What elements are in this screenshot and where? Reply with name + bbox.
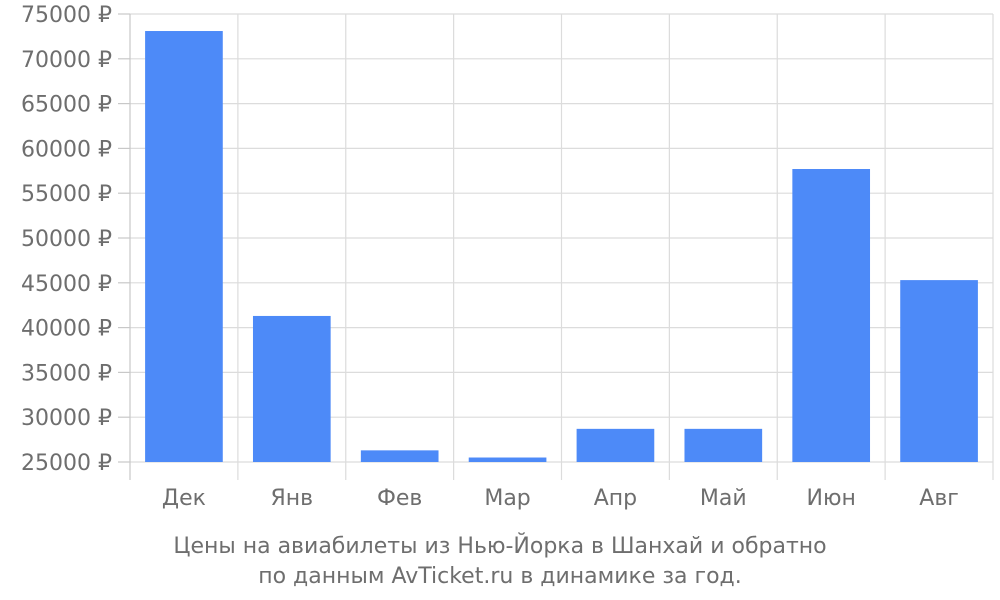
x-tick-label: Апр xyxy=(594,486,637,511)
caption-line-2: по данным AvTicket.ru в динамике за год. xyxy=(258,564,742,589)
x-tick-label: Янв xyxy=(270,486,313,511)
y-tick-label: 35000 ₽ xyxy=(21,361,112,386)
bar-Янв xyxy=(252,315,331,462)
bar-Фев xyxy=(360,450,439,462)
y-tick-label: 75000 ₽ xyxy=(21,3,112,28)
bar-Май xyxy=(684,428,763,462)
y-tick-label: 30000 ₽ xyxy=(21,406,112,431)
x-tick-label: Июн xyxy=(807,486,856,511)
y-axis-ticks: 25000 ₽ 30000 ₽ 35000 ₽ 40000 ₽ 45000 ₽ 50000… xyxy=(21,3,130,476)
y-tick-label: 40000 ₽ xyxy=(21,317,112,342)
y-tick-label: 45000 ₽ xyxy=(21,272,112,297)
bar-Апр xyxy=(576,428,655,462)
x-axis-ticks: Дек Янв Фев Мар Апр Май Июн Авг xyxy=(162,486,959,511)
bar-chart: 25000 ₽ 30000 ₽ 35000 ₽ 40000 ₽ 45000 ₽ 50000… xyxy=(21,3,994,511)
x-tick-label: Мар xyxy=(484,486,530,511)
bar-Июн xyxy=(792,169,871,462)
x-tick-label: Фев xyxy=(377,486,422,511)
y-tick-label: 60000 ₽ xyxy=(21,137,112,162)
y-tick-label: 70000 ₽ xyxy=(21,48,112,73)
y-tick-label: 25000 ₽ xyxy=(21,451,112,476)
x-tick-label: Май xyxy=(700,486,747,511)
bar-Авг xyxy=(900,280,978,462)
caption-line-1: Цены на авиабилеты из Нью-Йорка в Шанхай… xyxy=(173,534,827,559)
grid xyxy=(129,13,994,480)
bars xyxy=(145,31,978,463)
bar-Мар xyxy=(468,457,547,462)
x-tick-label: Дек xyxy=(162,486,206,511)
x-tick-label: Авг xyxy=(919,486,959,511)
y-tick-label: 55000 ₽ xyxy=(21,182,112,207)
y-tick-label: 50000 ₽ xyxy=(21,227,112,252)
y-tick-label: 65000 ₽ xyxy=(21,93,112,118)
bar-Дек xyxy=(145,31,223,463)
